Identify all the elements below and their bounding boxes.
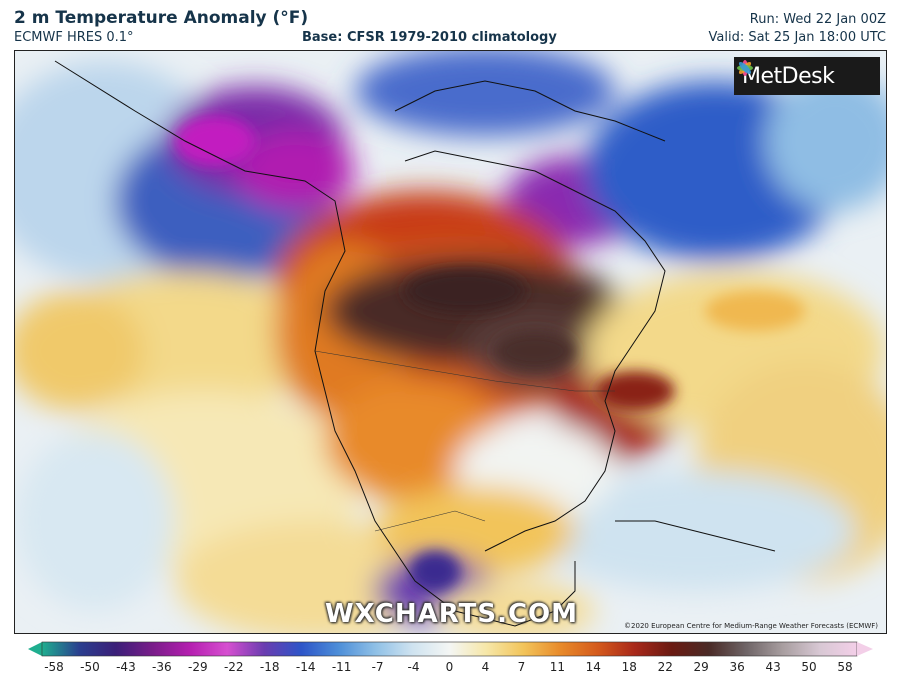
- colorbar-tick-label: 18: [621, 660, 637, 674]
- metdesk-logo: MetDesk: [734, 57, 880, 95]
- colorbar-tick-label: 50: [801, 660, 817, 674]
- colorbar-tick-label: 4: [481, 660, 490, 674]
- map-canvas: [15, 51, 886, 633]
- colorbar-tick-label: -11: [331, 660, 352, 674]
- colorbar-tick-label: -7: [371, 660, 384, 674]
- run-label: Run: Wed 22 Jan 00Z: [749, 12, 886, 27]
- colorbar-left-arrow: [28, 642, 42, 656]
- metdesk-logo-text: MetDesk: [742, 63, 835, 89]
- valid-time-label: Valid: Sat 25 Jan 18:00 UTC: [708, 30, 887, 45]
- anomaly-map: MetDesk WXCHARTS.COM ©2020 European Cent…: [14, 50, 887, 634]
- colorbar-tick-label: 36: [729, 660, 745, 674]
- colorbar-tick-label: 7: [517, 660, 526, 674]
- colorbar-tick-label: -29: [188, 660, 208, 674]
- metdesk-flower-icon: [737, 60, 753, 76]
- colorbar-tick-label: 22: [657, 660, 673, 674]
- colorbar-gradient: [28, 641, 873, 657]
- colorbar-tick-label: -14: [295, 660, 316, 674]
- colorbar-tick-label: 43: [765, 660, 781, 674]
- colorbar-tick-label: 11: [549, 660, 565, 674]
- anomaly-detail: [175, 116, 805, 591]
- coastlines: [54, 60, 776, 627]
- colorbar-tick-label: -4: [407, 660, 420, 674]
- wxcharts-watermark: WXCHARTS.COM: [325, 599, 579, 629]
- colorbar: -58 -50 -43 -36 -29 -22 -18 -14 -11 -7 -4 0 4 7 11 14 18…: [28, 640, 873, 686]
- colorbar-tick-label: -18: [259, 660, 280, 674]
- model-label: ECMWF HRES 0.1°: [14, 30, 134, 45]
- colorbar-tick-label: 0: [445, 660, 454, 674]
- colorbar-tick-label: 14: [585, 660, 601, 674]
- colorbar-tick-label: -36: [152, 660, 172, 674]
- colorbar-tick-label: 58: [837, 660, 853, 674]
- colorbar-bar: [41, 641, 858, 657]
- colorbar-tick-label: -50: [80, 660, 100, 674]
- colorbar-tick-label: -58: [44, 660, 64, 674]
- anomaly-field: [15, 51, 886, 633]
- colorbar-right-arrow: [857, 642, 873, 656]
- colorbar-tick-label: -22: [223, 660, 244, 674]
- base-climatology-label: Base: CFSR 1979-2010 climatology: [302, 30, 557, 45]
- colorbar-tick-label: -43: [116, 660, 136, 674]
- borders: [314, 350, 615, 532]
- colorbar-tick-label: 29: [693, 660, 709, 674]
- copyright-text: ©2020 European Centre for Medium-Range W…: [624, 622, 878, 630]
- chart-title: 2 m Temperature Anomaly (°F): [14, 8, 309, 28]
